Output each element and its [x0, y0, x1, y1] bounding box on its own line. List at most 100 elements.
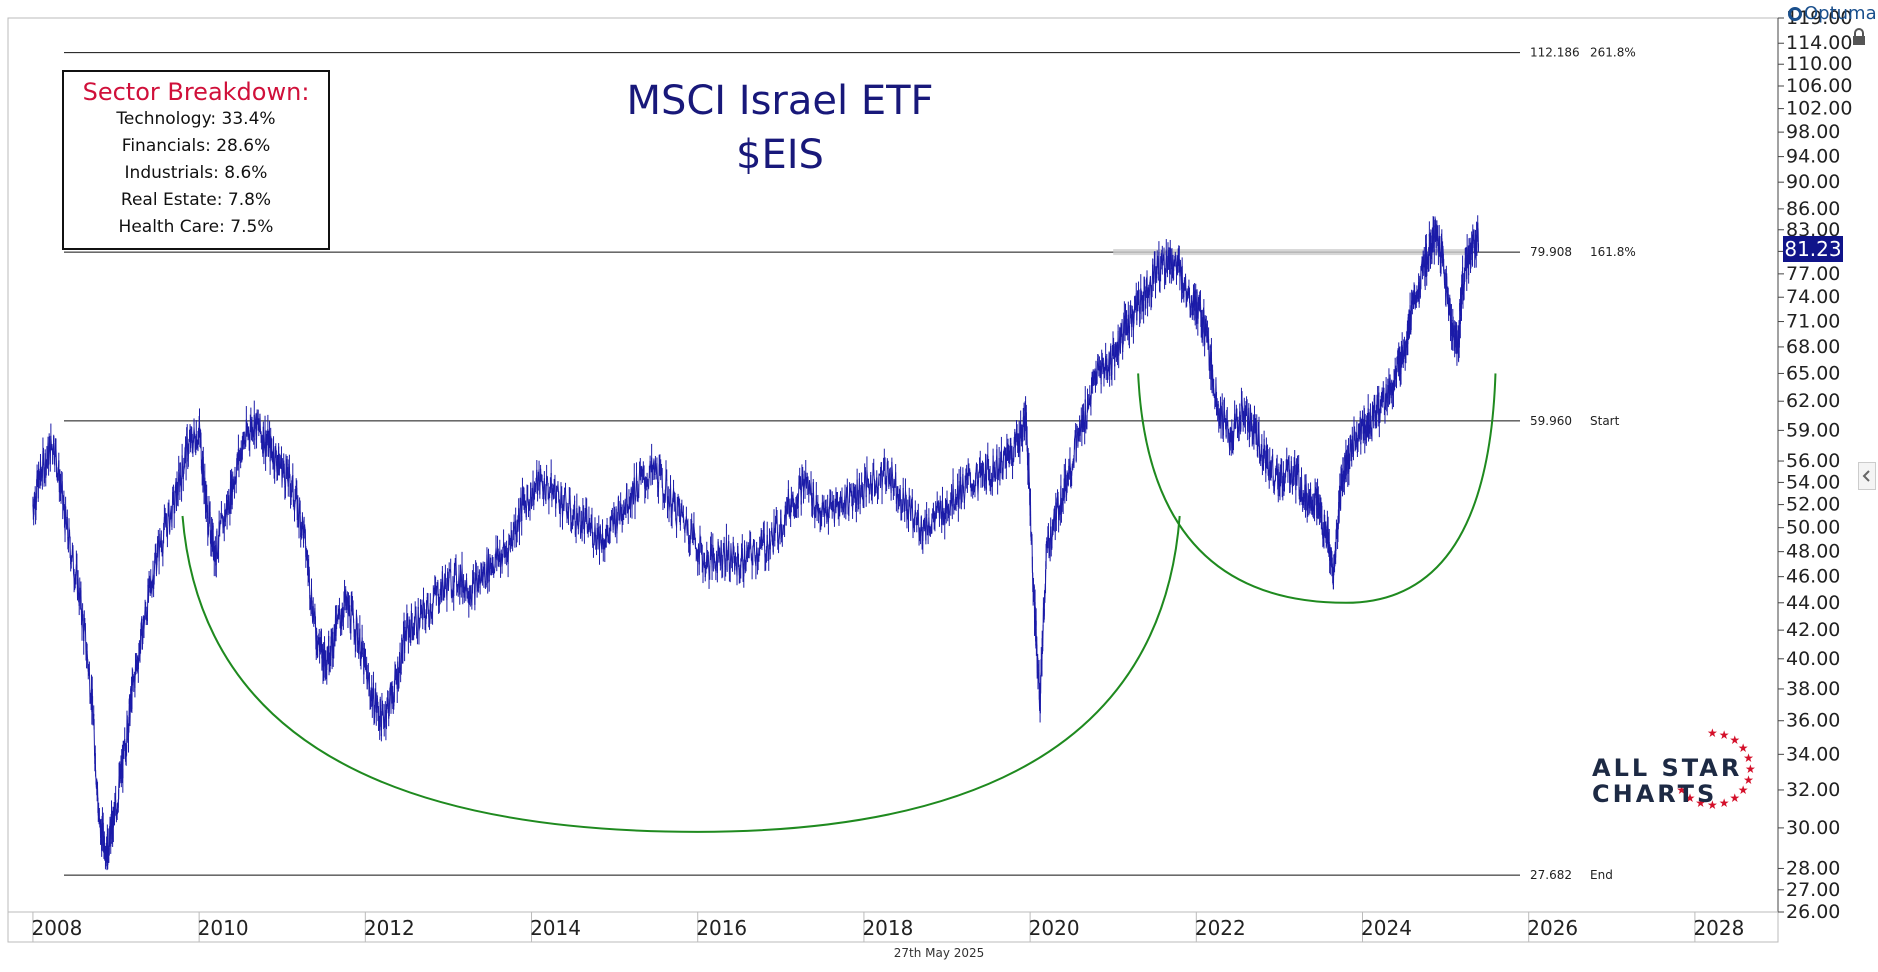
price-segment	[1383, 409, 1386, 411]
price-segment	[640, 469, 643, 477]
price-segment	[194, 434, 196, 449]
price-segment	[399, 653, 402, 674]
price-segment	[694, 534, 696, 548]
price-segment	[301, 515, 304, 523]
price-segment	[1159, 268, 1162, 282]
price-segment	[1280, 464, 1283, 472]
price-segment	[695, 548, 698, 559]
price-segment	[144, 606, 147, 612]
price-segment	[900, 512, 903, 514]
price-segment	[728, 568, 731, 575]
price-segment	[882, 468, 885, 474]
price-segment	[345, 601, 348, 606]
price-segment	[1014, 439, 1017, 448]
price-segment	[857, 497, 860, 505]
price-segment	[1073, 440, 1075, 468]
price-segment	[1384, 405, 1387, 410]
price-segment	[451, 595, 453, 597]
price-segment	[1293, 470, 1295, 481]
price-segment	[551, 488, 554, 502]
price-segment	[190, 428, 192, 449]
price-segment	[1250, 407, 1252, 421]
price-segment	[540, 468, 542, 481]
price-segment	[51, 444, 54, 453]
price-segment	[86, 651, 89, 662]
price-segment	[838, 503, 841, 516]
price-segment	[186, 433, 188, 438]
arc-curve	[181, 515, 1181, 833]
price-segment	[450, 571, 452, 597]
price-segment	[799, 476, 801, 478]
price-segment	[466, 578, 468, 598]
price-segment	[1179, 261, 1182, 271]
price-segment	[810, 483, 813, 506]
price-segment	[901, 508, 903, 513]
price-segment	[350, 606, 352, 634]
price-segment	[1112, 345, 1115, 352]
price-segment	[150, 579, 152, 589]
price-segment	[1050, 526, 1052, 544]
price-segment	[294, 499, 297, 503]
price-segment	[1231, 430, 1233, 449]
price-segment	[920, 516, 923, 536]
price-segment	[137, 654, 140, 670]
price-segment	[288, 463, 290, 468]
price-segment	[756, 547, 758, 562]
price-segment	[616, 522, 619, 534]
price-segment	[661, 481, 664, 497]
price-segment	[314, 608, 316, 623]
price-segment	[249, 428, 251, 443]
price-segment	[827, 511, 830, 522]
price-segment	[1302, 496, 1305, 501]
price-segment	[676, 501, 678, 528]
price-segment	[46, 456, 48, 459]
price-segment	[304, 526, 306, 531]
price-segment	[836, 501, 839, 511]
price-segment	[638, 470, 641, 488]
price-segment	[1062, 497, 1065, 501]
price-segment	[1141, 295, 1144, 300]
price-segment	[1287, 462, 1289, 471]
price-segment	[771, 527, 774, 538]
price-segment	[351, 602, 353, 609]
price-segment	[354, 639, 357, 643]
price-segment	[1414, 302, 1417, 308]
price-segment	[620, 503, 622, 520]
price-segment	[309, 597, 311, 603]
price-segment	[651, 465, 654, 472]
price-segment	[242, 435, 245, 439]
price-segment	[1310, 507, 1313, 510]
price-segment	[1153, 258, 1156, 266]
price-segment	[740, 553, 743, 568]
price-segment	[860, 486, 863, 489]
price-segment	[994, 467, 997, 481]
price-segment	[1278, 466, 1280, 482]
price-segment	[1185, 276, 1187, 295]
price-segment	[972, 482, 975, 489]
price-segment	[588, 520, 591, 527]
price-segment	[746, 549, 749, 552]
price-segment	[521, 490, 523, 521]
price-segment	[388, 690, 391, 709]
price-segment	[1136, 298, 1139, 304]
price-segment	[965, 473, 968, 475]
price-segment	[177, 469, 180, 496]
price-segment	[591, 520, 594, 545]
arc-curve	[1137, 373, 1497, 604]
price-segment	[1191, 300, 1193, 306]
price-segment	[1150, 293, 1153, 298]
price-segment	[566, 514, 569, 520]
price-segment	[136, 659, 139, 666]
price-segment	[1314, 490, 1316, 516]
price-segment	[352, 607, 355, 623]
price-segment	[1131, 318, 1133, 328]
price-segment	[65, 506, 67, 522]
price-segment	[628, 503, 631, 507]
price-segment	[762, 536, 764, 546]
price-segment	[275, 448, 277, 462]
price-segment	[1276, 463, 1279, 479]
level-tag-label: 161.8%	[1590, 245, 1636, 259]
price-segment	[297, 499, 299, 518]
price-segment	[852, 490, 855, 493]
price-segment	[776, 518, 779, 543]
